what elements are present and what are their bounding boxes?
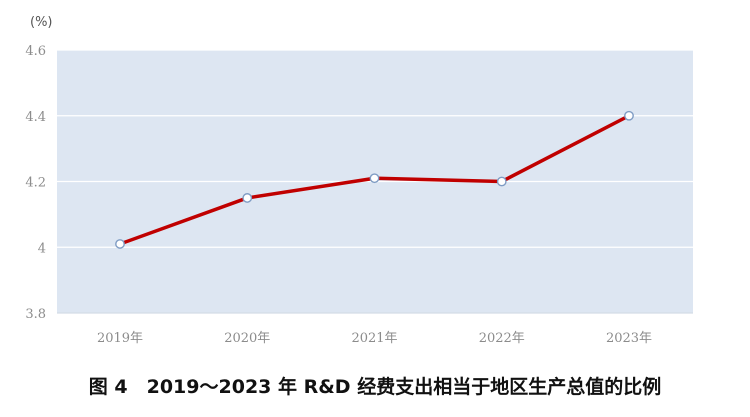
y-tick-label: 4.2: [25, 176, 46, 191]
series-points: [115, 110, 634, 249]
x-tick-label: 2020年: [224, 331, 270, 346]
data-point: [624, 110, 634, 121]
data-point: [496, 176, 507, 187]
x-tick-label: 2023年: [606, 331, 652, 346]
y-tick-label: 4.4: [25, 110, 46, 125]
y-tick-label: 4.6: [25, 44, 46, 59]
data-point: [115, 239, 125, 249]
figure-caption: 图 4 2019～2023 年 R&D 经费支出相当于地区生产总值的比例: [88, 376, 662, 398]
y-tick-label: 3.8: [25, 307, 46, 322]
y-axis-ticks: 3.8 4 4.2 4.4 4.6: [25, 44, 46, 322]
y-unit-label: (%): [30, 15, 53, 30]
data-point: [369, 173, 380, 184]
x-tick-label: 2021年: [351, 331, 397, 346]
y-tick-label: 4: [38, 241, 46, 256]
data-point: [242, 193, 253, 203]
x-tick-label: 2022年: [479, 331, 525, 346]
x-tick-label: 2019年: [97, 331, 143, 346]
x-axis-ticks: 2019年 2020年 2021年 2022年 2023年: [97, 331, 652, 346]
line-chart: 3.844.24.44.6 2019年 2020年 2021年 2022年 2023年 …: [25, 15, 693, 346]
